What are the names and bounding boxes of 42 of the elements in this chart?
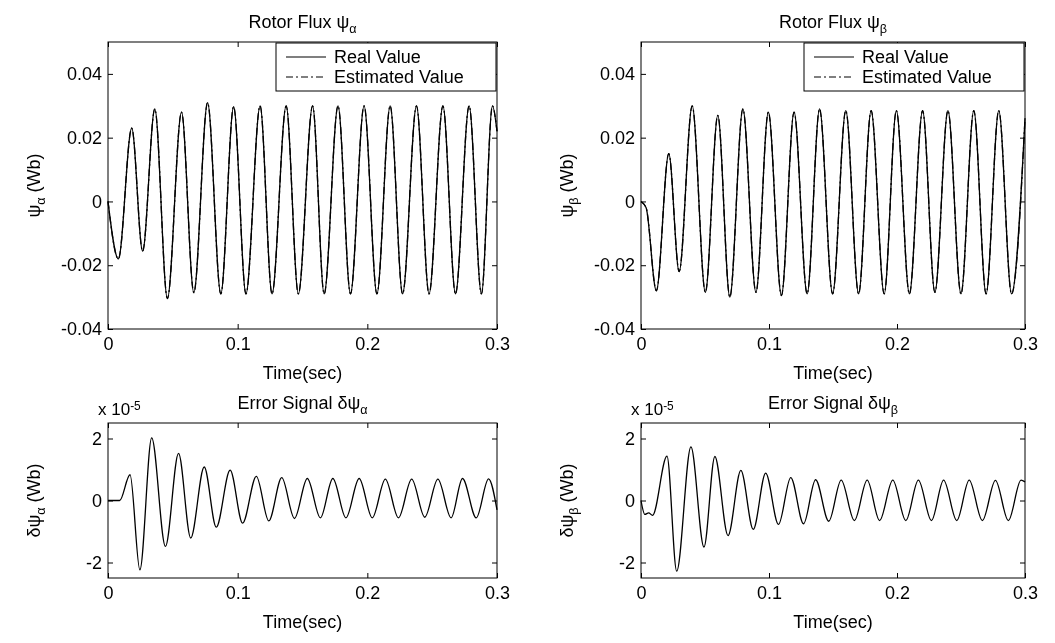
y-tick-label: 2	[91, 428, 102, 449]
x-tick-label: 0.2	[355, 333, 381, 354]
y-tick-label: 0	[91, 191, 102, 212]
y-tick-label: -0.02	[60, 255, 102, 276]
y-tick-label: 0.02	[599, 127, 635, 148]
chart-title: Error Signal δψ$_{α}$	[237, 393, 368, 417]
legend-label: Estimated Value	[862, 67, 992, 87]
legend-label: Real Value	[334, 47, 421, 67]
x-axis-title: Time(sec)	[262, 363, 343, 383]
y-tick-label: -0.02	[593, 255, 635, 276]
y-tick-label: 0.02	[66, 127, 102, 148]
y-tick-label: -0.04	[60, 319, 102, 340]
x-tick-label: 0.3	[1012, 333, 1039, 354]
y-tick-label: 0	[91, 490, 102, 511]
x-tick-label: 0.1	[756, 333, 783, 354]
y-tick-label: 0	[624, 191, 635, 212]
x-tick-label: 0.1	[756, 582, 783, 603]
x-tick-label: 0.3	[484, 582, 511, 603]
text: x 10$^{-5}$	[631, 398, 675, 419]
y-tick-label: 2	[624, 428, 635, 449]
y-tick-label: -2	[85, 552, 102, 573]
x-tick-label: 0.2	[355, 582, 381, 603]
x-tick-label: 0.2	[884, 333, 911, 354]
x-tick-label: 0.1	[225, 582, 251, 603]
x-tick-label: 0.1	[225, 333, 251, 354]
y-tick-label: -2	[618, 552, 635, 573]
chart-title: Rotor Flux ψ$_{α}$	[248, 12, 357, 36]
chart-title: Rotor Flux ψ$_{β}$	[778, 12, 888, 36]
y-tick-label: 0.04	[599, 64, 635, 85]
x-tick-label: 0.3	[484, 333, 511, 354]
y-tick-label: -0.04	[593, 319, 635, 340]
legend-label: Real Value	[862, 47, 949, 67]
chart-title: Error Signal δψ$_{β}$	[767, 393, 899, 417]
x-axis-title: Time(sec)	[793, 612, 873, 632]
legend-label: Estimated Value	[334, 67, 464, 87]
y-tick-label: 0	[624, 490, 635, 511]
x-tick-label: 0.3	[1012, 582, 1039, 603]
x-axis-title: Time(sec)	[793, 363, 873, 383]
y-tick-label: 0.04	[66, 64, 102, 85]
x-tick-label: 0.2	[884, 582, 911, 603]
text: x 10$^{-5}$	[98, 398, 142, 419]
x-axis-title: Time(sec)	[262, 612, 343, 632]
